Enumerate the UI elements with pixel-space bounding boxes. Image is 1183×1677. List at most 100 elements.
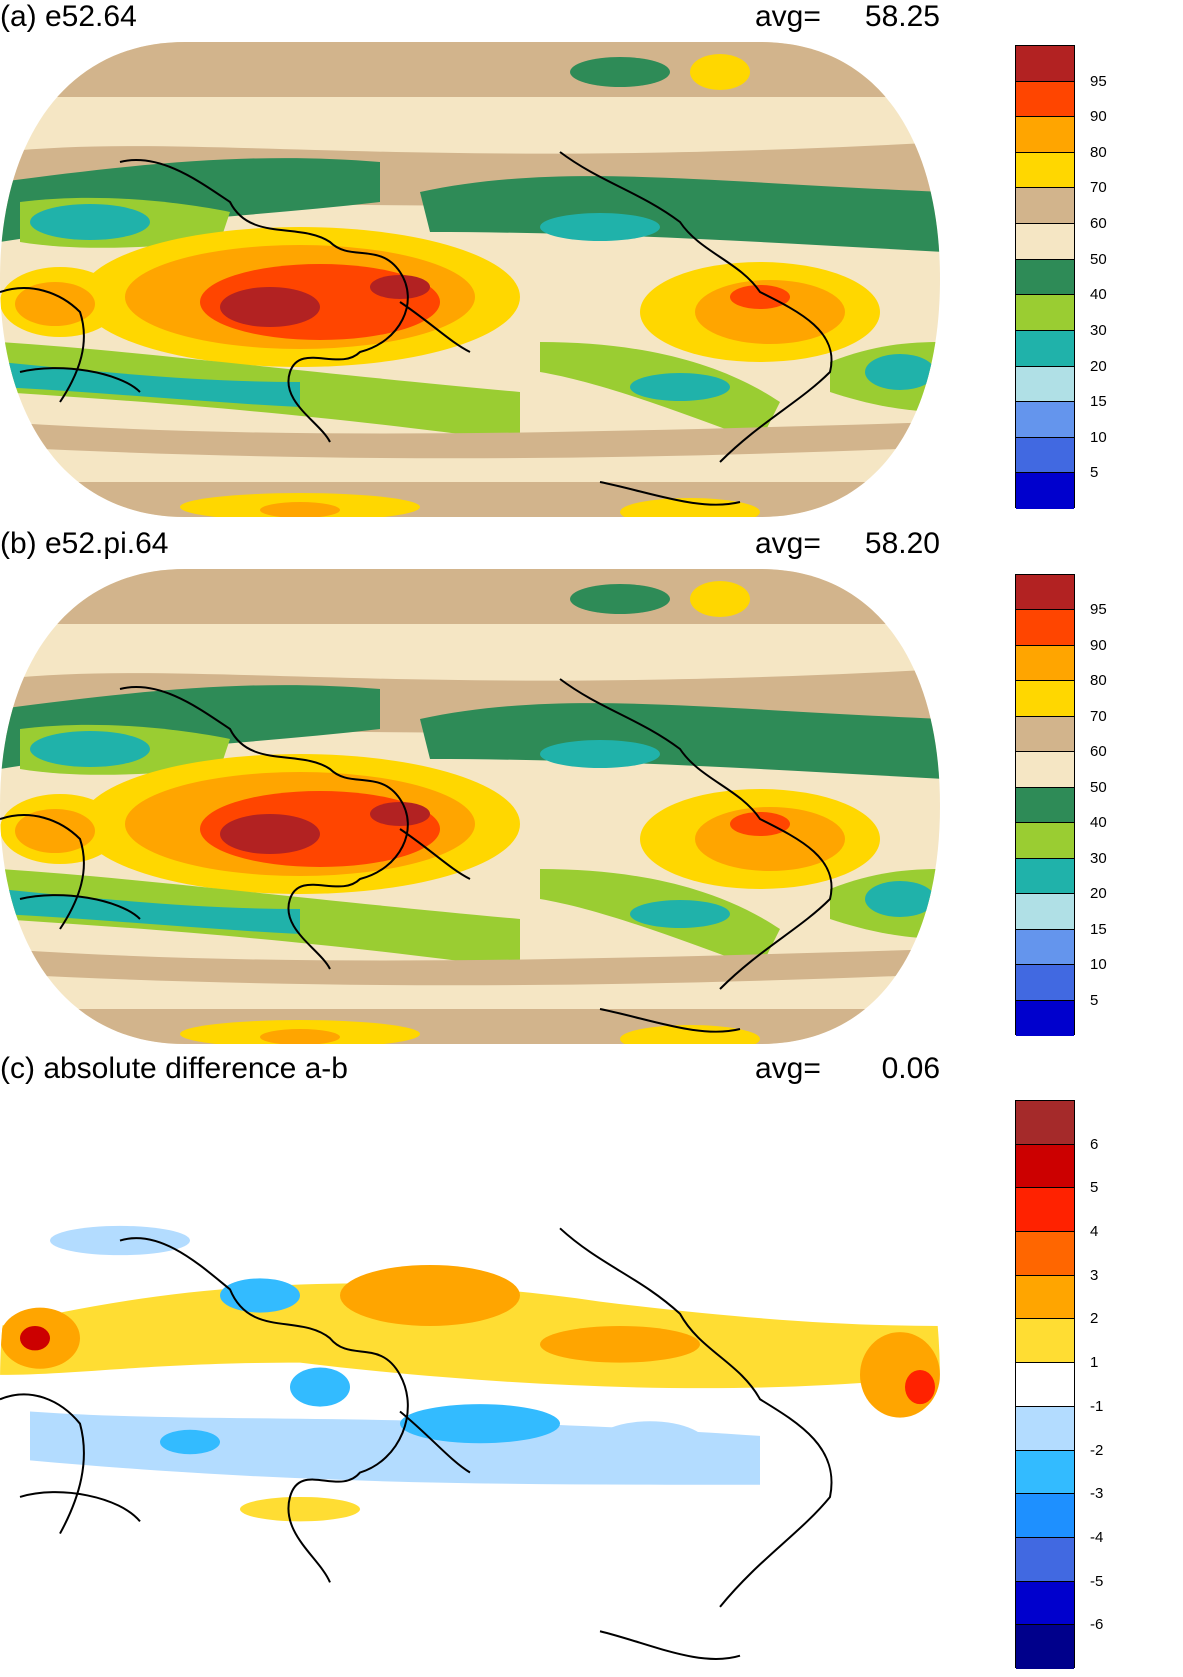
colorbar-tick-label: 95 <box>1090 601 1107 619</box>
colorbar-swatch <box>1016 929 1074 966</box>
field-patch <box>630 900 730 928</box>
field-patch <box>260 1029 340 1044</box>
avg-label: avg= <box>755 0 821 33</box>
colorbar-swatch <box>1016 610 1074 646</box>
field-patch <box>30 731 150 767</box>
colorbar-swatch <box>1016 823 1074 859</box>
colorbar-tick-label: 95 <box>1090 72 1107 90</box>
colorbar-swatch <box>1016 295 1074 331</box>
colorbar-tick-label: 20 <box>1090 885 1107 903</box>
colorbar-tick-label: 70 <box>1090 179 1107 197</box>
field-patch <box>630 373 730 401</box>
colorbar-swatch <box>1016 894 1074 930</box>
colorbar-tick-label: 10 <box>1090 956 1107 974</box>
colorbar-tick-label: 30 <box>1090 321 1107 339</box>
colorbar-tick-label: -5 <box>1090 1572 1104 1590</box>
panel-title: (b) e52.pi.64 <box>0 527 169 560</box>
field-patch <box>905 1369 935 1405</box>
field-patch <box>370 275 430 299</box>
colorbar-tick-label: 90 <box>1090 636 1107 654</box>
colorbar-swatch <box>1016 965 1074 1001</box>
field-patch <box>160 1429 220 1455</box>
colorbar-tick-label: 60 <box>1090 215 1107 233</box>
colorbar <box>1015 45 1075 509</box>
colorbar-swatch <box>1016 117 1074 153</box>
panel-b: (b) e52.pi.64 avg= 58.20 95 90 80 70 60 50 40 3… <box>0 527 1183 1044</box>
field-patch <box>690 581 750 617</box>
colorbar-swatch <box>1016 402 1074 438</box>
colorbar-swatch <box>1016 716 1074 753</box>
colorbar-swatch <box>1016 681 1074 717</box>
colorbar-tick-label: 2 <box>1090 1310 1099 1328</box>
field-patch <box>540 213 660 241</box>
colorbar-tick-label: -1 <box>1090 1397 1104 1415</box>
colorbar-tick-label: 1 <box>1090 1354 1099 1372</box>
field-patch <box>260 502 340 517</box>
field-patch <box>570 57 670 87</box>
avg-value: 58.20 <box>864 527 940 560</box>
field-patch <box>0 482 940 517</box>
colorbar-swatch <box>1016 1494 1074 1538</box>
colorbar-swatch <box>1016 858 1074 895</box>
field-patch <box>0 422 940 459</box>
colorbar-swatch <box>1016 188 1074 225</box>
field-patch <box>0 569 940 624</box>
field-patch <box>730 812 790 836</box>
field-patch <box>590 1421 710 1475</box>
colorbar-swatch <box>1016 330 1074 367</box>
field-patch <box>540 740 660 768</box>
field-patch <box>240 1496 360 1522</box>
colorbar-tick-label: 5 <box>1090 1179 1099 1197</box>
colorbar-tick-label: 5 <box>1090 991 1099 1009</box>
colorbar-swatch <box>1016 1000 1074 1036</box>
panel-c: (c) absolute difference a-b avg= 0.06 6 5… <box>0 1052 1183 1674</box>
colorbar-swatch <box>1016 1537 1074 1582</box>
colorbar-swatch <box>1016 575 1074 611</box>
colorbar-swatch <box>1016 1363 1074 1407</box>
colorbar-swatch <box>1016 645 1074 682</box>
colorbar-tick-label: 15 <box>1090 920 1107 938</box>
field-patch <box>220 1278 300 1313</box>
avg-label: avg= <box>755 527 821 560</box>
colorbar-swatch <box>1016 787 1074 824</box>
field-patch <box>220 814 320 854</box>
field-patch <box>0 1009 940 1044</box>
panel-a: (a) e52.64 avg= 58.25 95 90 80 70 60 50 40 30 20… <box>0 0 1183 517</box>
field-patch <box>865 881 935 917</box>
colorbar-swatch <box>1016 1581 1074 1626</box>
colorbar-swatch <box>1016 752 1074 788</box>
colorbar-tick-label: 20 <box>1090 357 1107 375</box>
colorbar-tick-label: 30 <box>1090 849 1107 867</box>
field-patch <box>0 949 940 986</box>
field-patch <box>20 1326 50 1351</box>
field-patch <box>540 1326 700 1363</box>
colorbar-tick-label: -4 <box>1090 1528 1104 1546</box>
field-patch <box>730 285 790 309</box>
field-patch <box>15 282 95 326</box>
world-map-b <box>0 569 940 1044</box>
colorbar-swatch <box>1016 1188 1074 1233</box>
colorbar-swatch <box>1016 1144 1074 1189</box>
field-patch <box>0 1283 940 1389</box>
field-patch <box>15 809 95 853</box>
colorbar-tick-label: 50 <box>1090 778 1107 796</box>
colorbar-swatch <box>1016 473 1074 509</box>
colorbar-tick-label: 4 <box>1090 1223 1099 1241</box>
colorbar <box>1015 1100 1075 1669</box>
colorbar-tick-label: 70 <box>1090 707 1107 725</box>
colorbar-tick-label: -2 <box>1090 1441 1104 1459</box>
colorbar-swatch <box>1016 224 1074 260</box>
coastline <box>0 1228 832 1659</box>
avg-value: 0.06 <box>881 1052 940 1085</box>
field-patch <box>50 1225 190 1256</box>
field-patch <box>865 354 935 390</box>
colorbar-swatch <box>1016 81 1074 118</box>
field-patch <box>370 802 430 826</box>
colorbar-tick-label: 10 <box>1090 428 1107 446</box>
field-patch <box>290 1367 350 1407</box>
coastline <box>0 679 832 1032</box>
colorbar-tick-label: 40 <box>1090 286 1107 304</box>
colorbar-tick-label: 5 <box>1090 464 1099 482</box>
colorbar-swatch <box>1016 437 1074 474</box>
colorbar-swatch <box>1016 1406 1074 1451</box>
